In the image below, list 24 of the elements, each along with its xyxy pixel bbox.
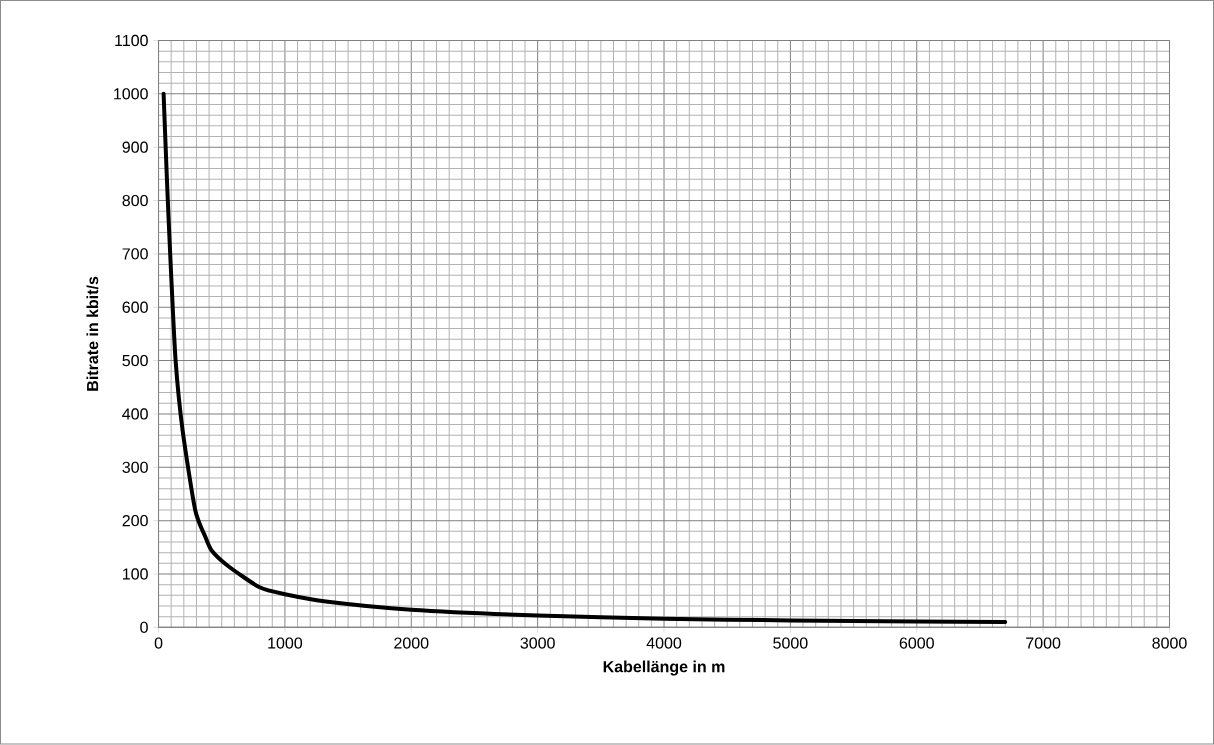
x-tick-label: 8000	[1152, 637, 1187, 649]
y-tick-label: 100	[123, 568, 148, 580]
y-tick-label: 600	[122, 301, 148, 314]
y-tick-label: 300	[122, 461, 148, 474]
y-tick-label: 900	[122, 141, 148, 154]
x-tick-label: 3000	[520, 637, 555, 649]
x-tick-label: 6000	[899, 637, 934, 649]
x-tick-label: 2000	[394, 637, 429, 649]
y-tick-label: 400	[122, 408, 148, 420]
y-tick-label: 800	[122, 195, 148, 207]
x-tick-label: 0	[154, 637, 163, 649]
x-tick-label: 5000	[773, 637, 808, 649]
y-tick-label: 1000	[114, 88, 148, 100]
x-tick-label: 4000	[646, 637, 682, 649]
x-tick-label: 7000	[1026, 637, 1061, 649]
y-tick-label: 500	[122, 355, 148, 367]
y-tick-label: 700	[122, 248, 148, 260]
y-tick-label: 1100	[115, 35, 148, 47]
y-tick-label: 200	[122, 515, 148, 527]
line-series	[161, 92, 1008, 625]
x-tick-label: 1000	[268, 637, 303, 649]
y-tick-label: 0	[140, 621, 148, 634]
y-axis-title: Bitrate in kbit/s	[86, 277, 99, 391]
x-axis-title: Kabellänge in m	[603, 660, 725, 676]
